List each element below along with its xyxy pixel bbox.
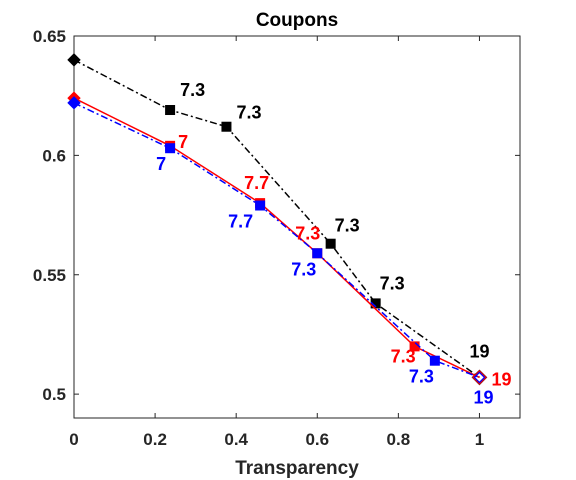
data-label: 7.3 <box>380 273 405 293</box>
square-marker <box>429 355 440 366</box>
y-tick-label: 0.6 <box>42 146 66 165</box>
data-label: 7.3 <box>236 103 261 123</box>
square-marker <box>221 121 232 132</box>
square-marker <box>255 200 266 211</box>
series-line <box>73 59 480 379</box>
data-label: 19 <box>469 341 489 361</box>
data-label: 19 <box>473 387 493 407</box>
series-layer <box>67 53 488 386</box>
data-label: 7.3 <box>291 259 316 279</box>
data-label: 7.3 <box>391 346 416 366</box>
data-label: 7.3 <box>180 80 205 100</box>
start-diamond-marker <box>67 53 81 67</box>
end-diamond-marker <box>472 370 487 385</box>
x-tick-label: 0.6 <box>305 430 329 449</box>
data-label: 7 <box>178 132 188 152</box>
y-tick-label: 0.5 <box>42 385 66 404</box>
series-line <box>73 102 480 379</box>
end-diamond-marker <box>473 371 486 384</box>
data-label: 19 <box>491 369 511 389</box>
data-label: 7 <box>156 154 166 174</box>
y-tick-label: 0.65 <box>33 27 66 46</box>
square-marker <box>409 341 420 352</box>
square-marker <box>312 248 323 259</box>
axes: 0 0.2 0.4 0.6 0.8 1 0.5 0.55 0.6 0.65 <box>33 27 520 449</box>
data-label: 7.3 <box>335 216 360 236</box>
x-tick-label: 0.4 <box>224 430 248 449</box>
y-tick-label: 0.55 <box>33 266 66 285</box>
square-marker <box>165 105 176 116</box>
x-tick-label: 0 <box>69 430 78 449</box>
start-diamond-marker <box>67 96 81 110</box>
plot-area <box>73 35 521 419</box>
x-axis-label: Transparency <box>235 458 359 479</box>
chart-title: Coupons <box>256 10 338 31</box>
data-label: 7.3 <box>409 367 434 387</box>
data-label: 7.7 <box>228 212 253 232</box>
x-tick-label: 0.8 <box>387 430 411 449</box>
square-marker <box>325 238 336 249</box>
x-tick-label: 0.2 <box>143 430 167 449</box>
square-marker <box>370 298 381 309</box>
series-line <box>73 97 480 379</box>
square-marker <box>165 143 176 154</box>
x-tick-label: 1 <box>475 430 484 449</box>
data-label: 7.3 <box>295 223 320 243</box>
data-label: 7.7 <box>244 173 269 193</box>
